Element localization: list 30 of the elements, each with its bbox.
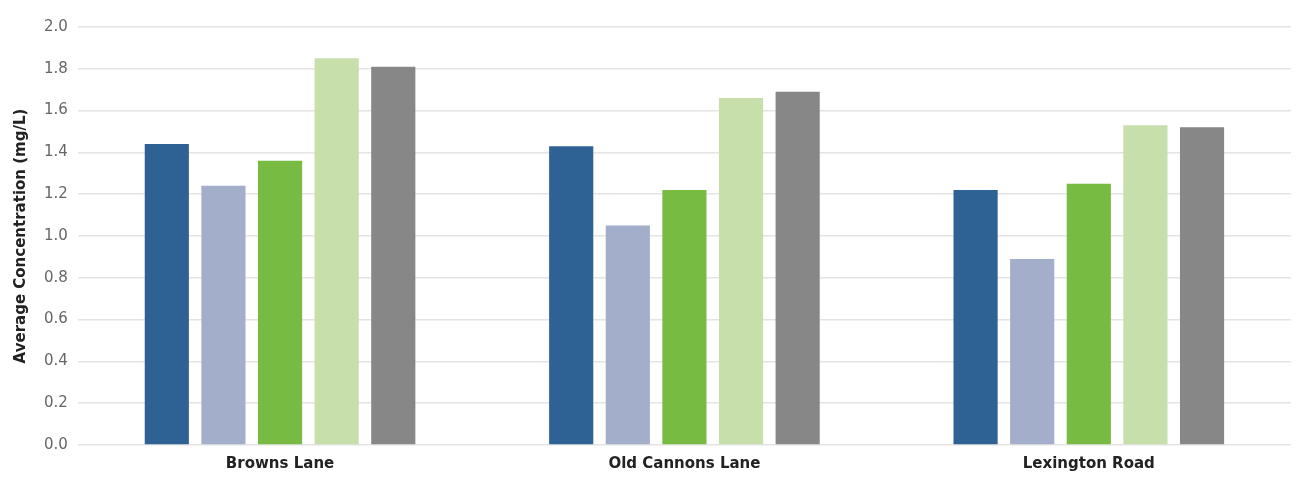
bar — [201, 185, 246, 445]
bar — [549, 146, 594, 445]
y-tick-label: 0.8 — [44, 267, 68, 286]
bar — [718, 98, 764, 445]
x-tick-label: Old Cannons Lane — [608, 453, 761, 472]
bar — [144, 144, 189, 445]
bar — [775, 91, 820, 445]
y-tick-label: 0.6 — [44, 309, 68, 328]
bar — [1123, 125, 1168, 445]
y-tick-label: 1.6 — [44, 100, 68, 119]
bar — [1010, 258, 1055, 445]
y-tick-label: 0.0 — [44, 434, 68, 453]
bar — [257, 160, 303, 445]
y-tick-label: 1.2 — [44, 184, 68, 203]
bar — [953, 190, 998, 445]
y-tick-label: 1.8 — [44, 58, 68, 77]
y-tick-label: 1.4 — [44, 142, 68, 161]
bar — [662, 190, 707, 445]
bar — [1179, 127, 1225, 445]
bar — [314, 58, 359, 445]
x-tick-label: Browns Lane — [225, 453, 335, 472]
y-tick-label: 1.0 — [44, 225, 68, 244]
bar — [1066, 183, 1111, 445]
y-tick-label: 2.0 — [44, 16, 68, 35]
bar — [371, 66, 416, 445]
x-tick-label: Lexington Road — [1022, 453, 1155, 472]
y-tick-label: 0.2 — [44, 393, 68, 412]
bar — [605, 225, 650, 445]
y-tick-label: 0.4 — [44, 351, 68, 370]
y-axis-title: Average Concentration (mg/L) — [10, 108, 29, 364]
